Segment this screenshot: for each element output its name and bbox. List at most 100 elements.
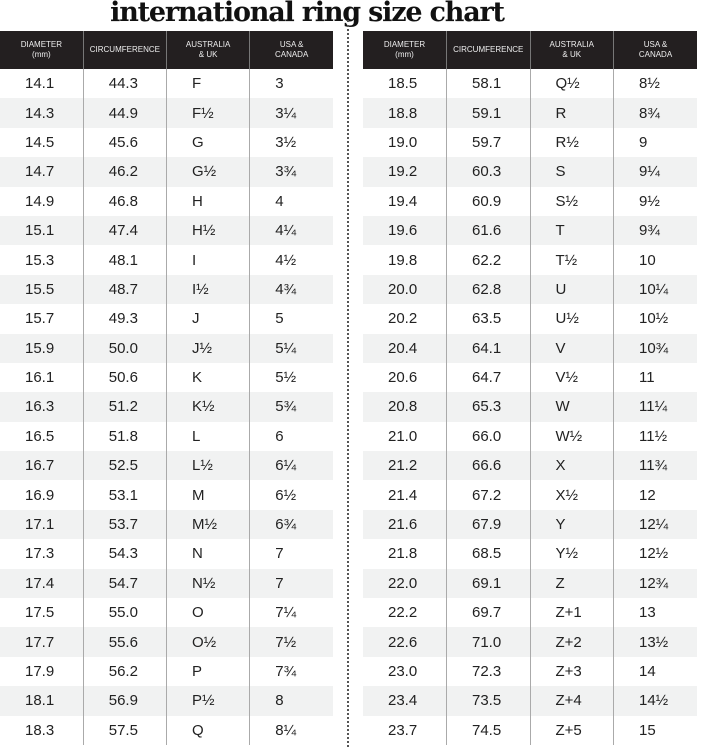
header-diameter: DIAMETER (mm) xyxy=(363,31,447,69)
cell-circumference: 69.1 xyxy=(446,568,530,599)
cell-circumference: 48.7 xyxy=(82,274,167,305)
cell-diameter: 22.0 xyxy=(363,568,447,599)
cell-usa-canada: 12½ xyxy=(613,539,697,569)
cell-diameter: 16.5 xyxy=(25,427,55,445)
cell-usa-canada: 8 xyxy=(249,686,333,716)
cell-circumference: 52.5 xyxy=(82,451,167,481)
cell-australia-uk: Z+3 xyxy=(529,656,614,687)
cell-diameter: 15.1 xyxy=(0,215,84,246)
cell-australia-uk: M xyxy=(165,480,250,510)
cell-diameter: 20.8 xyxy=(363,392,447,422)
table-row: 18.8 59.1 R 8¾ xyxy=(363,98,697,128)
table-row: 17.3 54.3 N 7 xyxy=(0,539,333,569)
cell-circumference: 74.5 xyxy=(446,715,530,745)
table-row: 14.1 44.3 F 3 xyxy=(0,69,333,99)
cell-diameter: 18.1 xyxy=(0,686,84,716)
table-row: 21.8 68.5 Y½ 12½ xyxy=(363,539,697,569)
cell-diameter: 17.5 xyxy=(25,604,55,622)
table-row: 17.7 55.6 O½ 7½ xyxy=(0,627,333,657)
ring-size-table-right: DIAMETER (mm) CIRCUMFERENCE AUSTRALIA & UK… xyxy=(363,31,697,745)
cell-diameter: 21.8 xyxy=(388,545,418,563)
table-row: 15.3 48.1 I 4½ xyxy=(0,245,333,275)
cell-diameter: 21.0 xyxy=(388,427,418,445)
cell-diameter: 19.4 xyxy=(388,192,418,210)
table-row: 16.7 52.5 L½ 6¼ xyxy=(0,451,333,481)
cell-circumference: 49.3 xyxy=(82,304,167,334)
cell-australia-uk: O xyxy=(165,598,250,628)
cell-diameter: 14.7 xyxy=(0,157,84,187)
table-row: 14.7 46.2 G½ 3¾ xyxy=(0,157,333,187)
cell-circumference: 59.7 xyxy=(446,127,530,158)
cell-circumference: 65.3 xyxy=(446,392,530,422)
cell-usa-canada: 12 xyxy=(613,480,697,510)
cell-diameter: 17.4 xyxy=(0,568,84,599)
table-row: 22.2 69.7 Z+1 13 xyxy=(363,598,697,628)
cell-usa-canada: 11¼ xyxy=(613,392,697,422)
cell-circumference: 72.3 xyxy=(446,656,530,687)
cell-australia-uk: W xyxy=(529,392,614,422)
cell-circumference: 62.2 xyxy=(446,245,530,275)
cell-australia-uk: N½ xyxy=(165,568,250,599)
table-row: 19.2 60.3 S 9¼ xyxy=(363,157,697,187)
table-row: 21.2 66.6 X 11¾ xyxy=(363,451,697,481)
cell-usa-canada: 9¾ xyxy=(613,215,697,246)
cell-australia-uk: Z+4 xyxy=(529,686,614,716)
cell-australia-uk: H xyxy=(165,186,250,216)
cell-circumference: 60.9 xyxy=(446,186,530,216)
table-row: 19.6 61.6 T 9¾ xyxy=(363,215,697,246)
cell-circumference: 64.1 xyxy=(446,333,530,363)
cell-circumference: 54.7 xyxy=(82,568,167,599)
cell-usa-canada: 7 xyxy=(249,568,333,599)
cell-usa-canada: 8½ xyxy=(613,69,697,99)
table-row: 23.0 72.3 Z+3 14 xyxy=(363,656,697,687)
table-row: 15.7 49.3 J 5 xyxy=(0,304,333,334)
table-row: 14.3 44.9 F½ 3¼ xyxy=(0,98,333,128)
cell-australia-uk: Y½ xyxy=(529,539,614,569)
cell-australia-uk: Y xyxy=(529,509,614,540)
cell-diameter: 18.8 xyxy=(363,98,447,128)
cell-diameter: 18.3 xyxy=(25,721,55,739)
table-row: 21.6 67.9 Y 12¼ xyxy=(363,509,697,540)
cell-circumference: 68.5 xyxy=(446,539,530,569)
cell-usa-canada: 15 xyxy=(613,715,697,745)
cell-diameter: 20.2 xyxy=(388,310,418,328)
cell-circumference: 59.1 xyxy=(446,98,530,128)
header-australia-uk: AUSTRALIA & UK xyxy=(529,31,614,69)
cell-diameter: 17.7 xyxy=(0,627,84,657)
cell-circumference: 55.0 xyxy=(82,598,167,628)
cell-australia-uk: X½ xyxy=(529,480,614,510)
cell-circumference: 51.8 xyxy=(82,421,167,452)
cell-usa-canada: 10½ xyxy=(613,304,697,334)
cell-australia-uk: I½ xyxy=(165,274,250,305)
cell-circumference: 58.1 xyxy=(446,69,530,99)
cell-australia-uk: P½ xyxy=(165,686,250,716)
table-row: 17.5 55.0 O 7¼ xyxy=(0,598,333,628)
cell-circumference: 44.3 xyxy=(82,69,167,99)
cell-usa-canada: 5½ xyxy=(249,362,333,393)
cell-circumference: 60.3 xyxy=(446,157,530,187)
cell-australia-uk: Z+2 xyxy=(529,627,614,657)
cell-australia-uk: I xyxy=(165,245,250,275)
cell-circumference: 61.6 xyxy=(446,215,530,246)
table-row: 18.1 56.9 P½ 8 xyxy=(0,686,333,716)
cell-diameter: 22.6 xyxy=(363,627,447,657)
cell-diameter: 18.5 xyxy=(388,75,418,93)
header-diameter: DIAMETER (mm) xyxy=(0,31,84,69)
cell-circumference: 57.5 xyxy=(82,715,167,745)
table-row: 14.9 46.8 H 4 xyxy=(0,186,333,216)
cell-usa-canada: 5¼ xyxy=(249,333,333,363)
table-row: 20.2 63.5 U½ 10½ xyxy=(363,304,697,334)
header-circumference: CIRCUMFERENCE xyxy=(82,31,167,69)
header-australia-uk: AUSTRALIA & UK xyxy=(165,31,250,69)
cell-diameter: 21.6 xyxy=(363,509,447,540)
cell-diameter: 17.9 xyxy=(25,663,55,680)
cell-usa-canada: 4¾ xyxy=(249,274,333,305)
cell-usa-canada: 13 xyxy=(613,598,697,628)
table-row: 16.5 51.8 L 6 xyxy=(0,421,333,452)
cell-circumference: 47.4 xyxy=(82,215,167,246)
dotted-divider xyxy=(347,20,349,747)
header-usa-canada: USA & CANADA xyxy=(249,31,333,69)
cell-diameter: 23.7 xyxy=(388,721,418,739)
cell-usa-canada: 11¾ xyxy=(613,451,697,481)
cell-australia-uk: Z+5 xyxy=(529,715,614,745)
